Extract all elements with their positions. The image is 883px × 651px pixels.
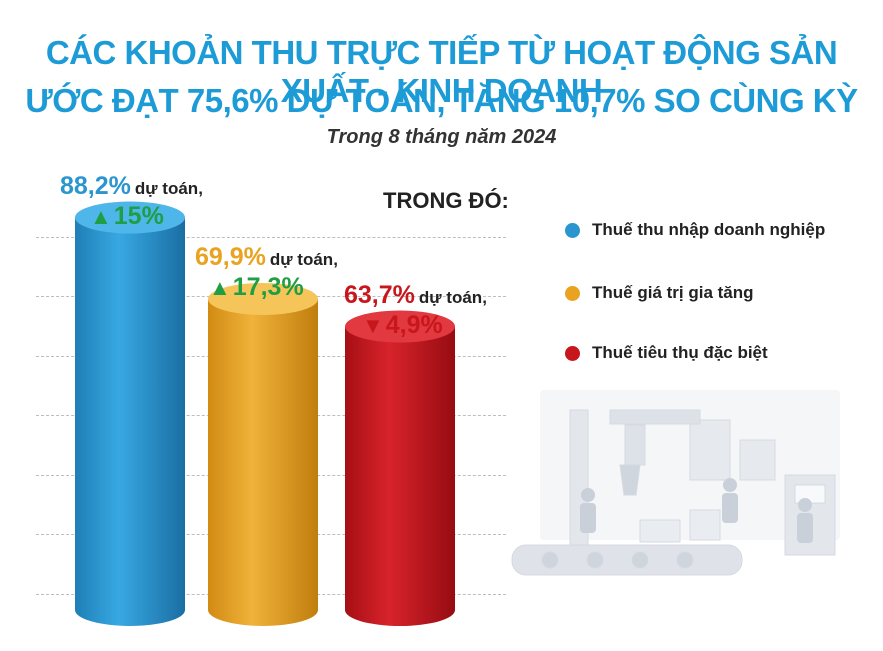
subtitle: Trong 8 tháng năm 2024 xyxy=(326,126,557,148)
bar-label-change: ▼4,9% xyxy=(344,310,487,341)
bar-label-suffix: dự toán, xyxy=(418,288,487,307)
bar-1 xyxy=(208,298,318,626)
bar-0 xyxy=(75,217,185,626)
bar-top-1 xyxy=(208,282,318,315)
factory-illustration-icon xyxy=(511,390,840,576)
bar-label-change: ▲15% xyxy=(60,201,203,232)
legend-item-special-tax: Thuế tiêu thụ đặc biệt xyxy=(565,343,768,363)
legend-label: Thuế thu nhập doanh nghiệp xyxy=(592,220,826,239)
legend-label: Thuế giá trị gia tăng xyxy=(592,283,754,302)
legend-label: Thuế tiêu thụ đặc biệt xyxy=(592,343,768,362)
bar-label-change-value: 4,9% xyxy=(385,311,443,339)
legend-item-cit: Thuế thu nhập doanh nghiệp xyxy=(565,220,825,240)
legend-dot-icon xyxy=(565,285,580,301)
bar-label-change-value: 17,3% xyxy=(232,273,304,301)
bar-label-suffix: dự toán, xyxy=(269,250,338,269)
bar-label-2: 63,7% dự toán, ▼4,9% xyxy=(344,281,487,341)
bar-label-change-value: 15% xyxy=(113,202,164,230)
legend-title: TRONG ĐÓ: xyxy=(383,188,509,213)
bar-label-suffix: dự toán, xyxy=(134,179,203,198)
down-arrow-icon: ▼ xyxy=(362,313,384,338)
up-arrow-icon: ▲ xyxy=(209,275,231,300)
title-line-2: ƯỚC ĐẠT 75,6% DỰ TOÁN, TĂNG 10,7% SO CÙN… xyxy=(25,82,858,119)
legend-item-vat: Thuế giá trị gia tăng xyxy=(565,283,754,303)
title-line-1: CÁC KHOẢN THU TRỰC TIẾP TỪ HOẠT ĐỘNG SẢN… xyxy=(45,34,838,109)
bar-top-0 xyxy=(75,201,185,234)
bar-label-1: 69,9% dự toán, ▲17,3% xyxy=(195,243,338,303)
bar-label-pct: 69,9% xyxy=(195,243,266,271)
gridline xyxy=(36,237,506,238)
bar-label-pct: 88,2% xyxy=(60,172,131,200)
bar-label-0: 88,2% dự toán, ▲15% xyxy=(60,172,203,232)
bar-2 xyxy=(345,326,455,626)
up-arrow-icon: ▲ xyxy=(90,204,112,229)
bar-label-pct: 63,7% xyxy=(344,281,415,309)
legend-dot-icon xyxy=(565,222,580,238)
bar-label-change: ▲17,3% xyxy=(195,272,338,303)
bar-top-2 xyxy=(345,310,455,343)
legend-dot-icon xyxy=(565,345,580,361)
